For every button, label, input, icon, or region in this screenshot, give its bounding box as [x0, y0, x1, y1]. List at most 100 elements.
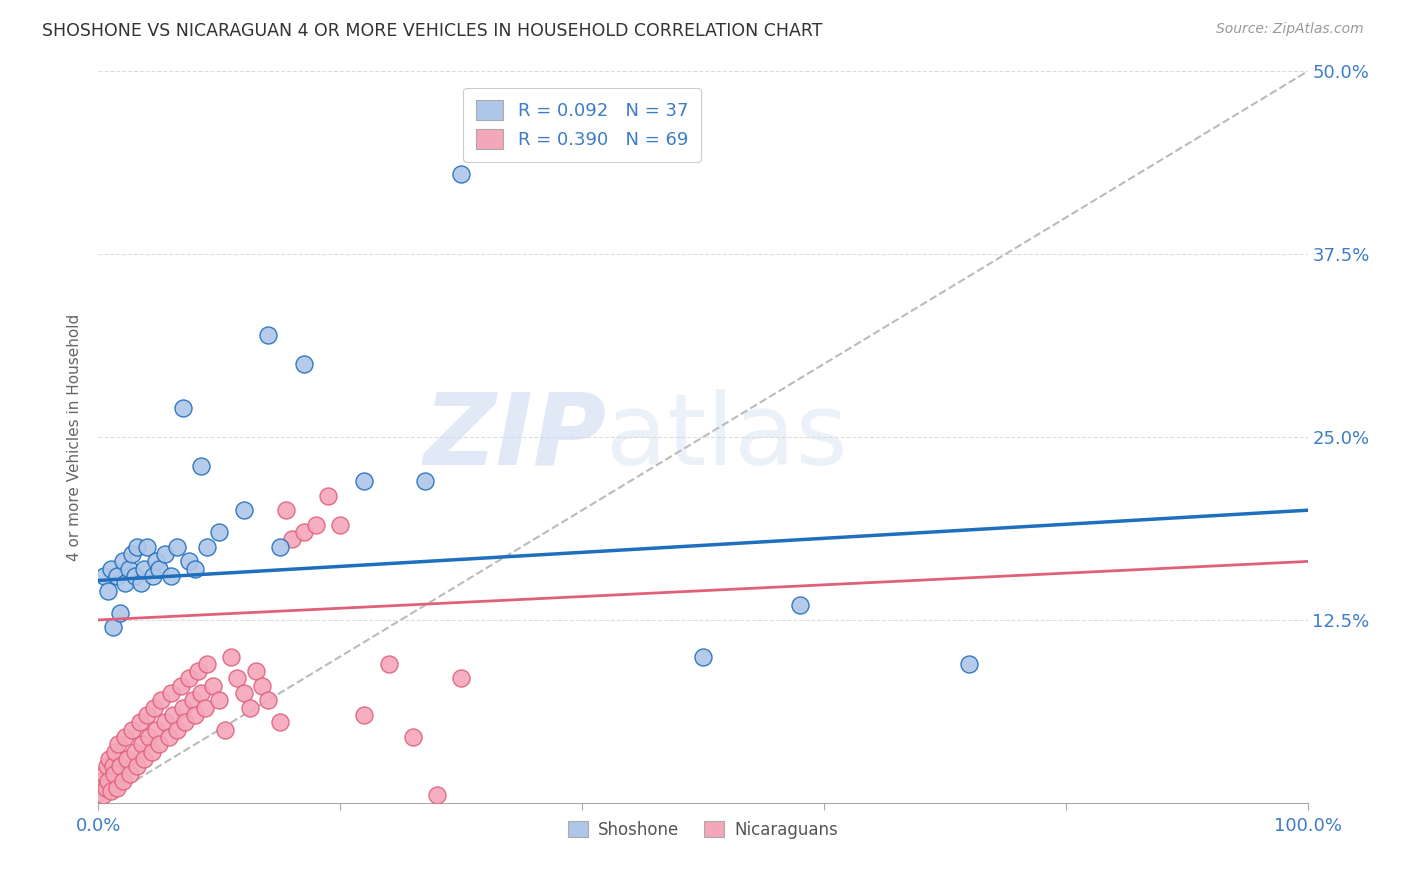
Point — [134, 562, 156, 576]
Y-axis label: 4 or more Vehicles in Household: 4 or more Vehicles in Household — [67, 313, 83, 561]
Point — [160, 569, 183, 583]
Point — [134, 752, 156, 766]
Point — [214, 723, 236, 737]
Point — [256, 693, 278, 707]
Point — [148, 737, 170, 751]
Legend: Shoshone, Nicaraguans: Shoshone, Nicaraguans — [561, 814, 845, 846]
Point — [124, 569, 146, 583]
Point — [174, 715, 197, 730]
Point — [281, 533, 304, 547]
Point — [172, 700, 194, 714]
Point — [121, 723, 143, 737]
Point — [232, 503, 254, 517]
Point — [169, 679, 191, 693]
Point — [153, 715, 176, 730]
Point — [114, 576, 136, 591]
Point — [402, 730, 425, 744]
Point — [101, 620, 124, 634]
Point — [91, 773, 114, 788]
Point — [157, 730, 180, 744]
Point — [124, 745, 146, 759]
Point — [166, 723, 188, 737]
Point — [104, 745, 127, 759]
Point — [111, 773, 134, 788]
Text: ZIP: ZIP — [423, 389, 606, 485]
Point — [166, 540, 188, 554]
Point — [957, 657, 980, 671]
Point — [150, 693, 173, 707]
Point — [114, 730, 136, 744]
Point — [184, 562, 207, 576]
Point — [274, 503, 297, 517]
Point — [195, 540, 218, 554]
Point — [118, 766, 141, 780]
Point — [179, 672, 201, 686]
Point — [108, 606, 131, 620]
Point — [256, 327, 278, 342]
Point — [269, 715, 291, 730]
Point — [250, 679, 273, 693]
Point — [377, 657, 399, 671]
Point — [789, 599, 811, 613]
Point — [153, 547, 176, 561]
Point — [118, 562, 141, 576]
Point — [121, 547, 143, 561]
Point — [692, 649, 714, 664]
Point — [239, 700, 262, 714]
Point — [329, 517, 352, 532]
Point — [181, 693, 204, 707]
Point — [98, 752, 121, 766]
Point — [103, 766, 125, 780]
Point — [162, 708, 184, 723]
Point — [190, 686, 212, 700]
Point — [413, 474, 436, 488]
Point — [97, 773, 120, 788]
Point — [100, 562, 122, 576]
Point — [208, 693, 231, 707]
Point — [305, 517, 328, 532]
Text: Source: ZipAtlas.com: Source: ZipAtlas.com — [1216, 22, 1364, 37]
Text: SHOSHONE VS NICARAGUAN 4 OR MORE VEHICLES IN HOUSEHOLD CORRELATION CHART: SHOSHONE VS NICARAGUAN 4 OR MORE VEHICLE… — [42, 22, 823, 40]
Point — [141, 745, 163, 759]
Point — [97, 583, 120, 598]
Point — [93, 766, 115, 780]
Point — [138, 730, 160, 744]
Point — [101, 759, 124, 773]
Point — [145, 554, 167, 568]
Point — [160, 686, 183, 700]
Point — [208, 525, 231, 540]
Point — [94, 781, 117, 796]
Point — [96, 759, 118, 773]
Point — [105, 569, 128, 583]
Point — [148, 562, 170, 576]
Point — [105, 781, 128, 796]
Point — [353, 708, 375, 723]
Point — [179, 554, 201, 568]
Point — [90, 781, 112, 796]
Point — [142, 569, 165, 583]
Point — [232, 686, 254, 700]
Point — [145, 723, 167, 737]
Point — [135, 708, 157, 723]
Point — [450, 672, 472, 686]
Point — [143, 700, 166, 714]
Point — [353, 474, 375, 488]
Point — [108, 759, 131, 773]
Text: atlas: atlas — [606, 389, 848, 485]
Point — [135, 540, 157, 554]
Point — [226, 672, 249, 686]
Point — [292, 525, 315, 540]
Point — [91, 789, 114, 803]
Point — [172, 401, 194, 415]
Point — [100, 784, 122, 798]
Point — [195, 657, 218, 671]
Point — [426, 789, 449, 803]
Point — [107, 737, 129, 751]
Point — [111, 554, 134, 568]
Point — [128, 715, 150, 730]
Point — [202, 679, 225, 693]
Point — [117, 752, 139, 766]
Point — [269, 540, 291, 554]
Point — [187, 664, 209, 678]
Point — [190, 459, 212, 474]
